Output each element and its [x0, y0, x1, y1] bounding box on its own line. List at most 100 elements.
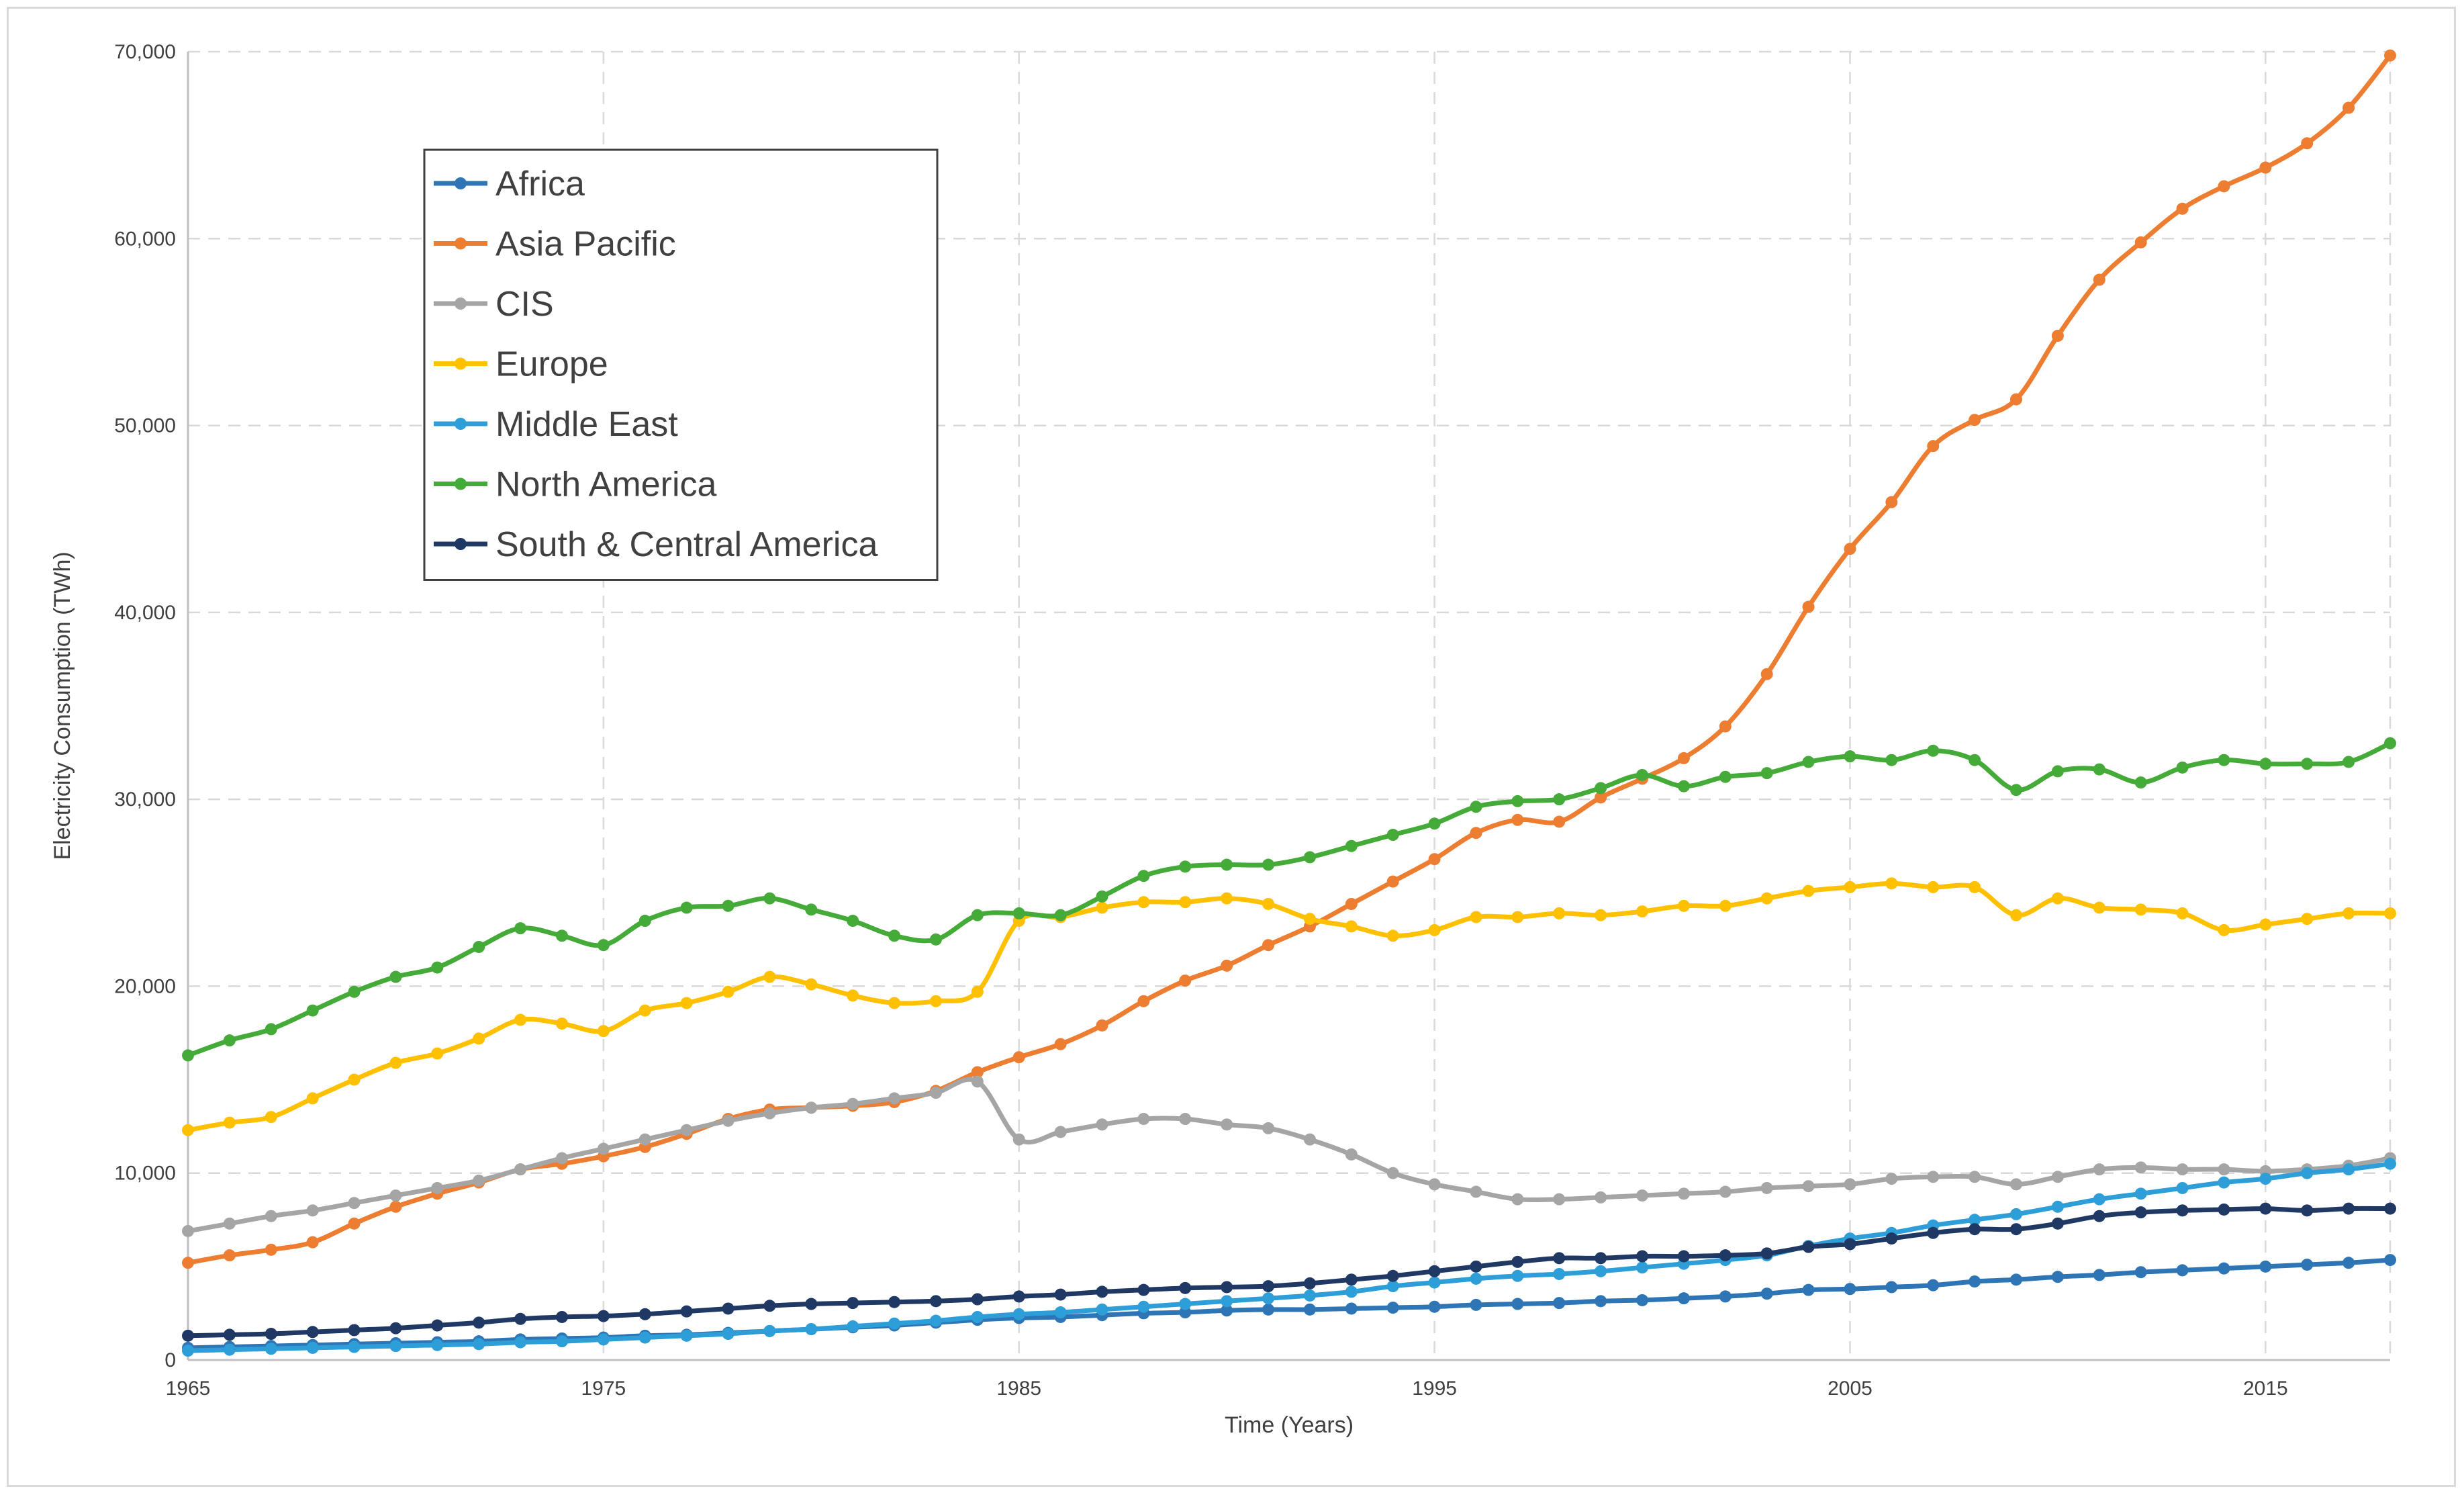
- data-point-south-central-america: [182, 1329, 194, 1342]
- data-point-africa: [1428, 1300, 1441, 1313]
- data-point-europe: [2384, 907, 2396, 919]
- legend-label-cis: CIS: [495, 285, 554, 324]
- data-point-asia-pacific: [1179, 975, 1192, 987]
- y-tick-label: 0: [164, 1349, 176, 1371]
- data-point-asia-pacific: [1096, 1019, 1108, 1032]
- data-point-north-america: [1137, 870, 1150, 882]
- data-point-asia-pacific: [2342, 101, 2355, 114]
- data-point-south-central-america: [1179, 1281, 1192, 1294]
- data-point-asia-pacific: [1012, 1051, 1025, 1064]
- data-point-africa: [1221, 1304, 1233, 1317]
- data-point-cis: [1553, 1193, 1566, 1206]
- data-point-north-america: [1054, 909, 1067, 921]
- series-europe: [182, 877, 2396, 1136]
- data-point-south-central-america: [1221, 1281, 1233, 1294]
- data-point-cis: [2051, 1171, 2064, 1183]
- data-point-asia-pacific: [971, 1066, 984, 1079]
- data-point-north-america: [1386, 829, 1399, 842]
- data-point-north-america: [1844, 750, 1856, 763]
- data-point-africa: [1511, 1298, 1524, 1310]
- data-point-north-america: [1553, 793, 1566, 806]
- data-point-africa: [2384, 1254, 2396, 1267]
- data-point-middle-east: [1303, 1289, 1316, 1302]
- data-point-north-america: [1470, 801, 1482, 813]
- data-point-north-america: [555, 930, 568, 942]
- data-point-cis: [1969, 1171, 1981, 1183]
- data-point-asia-pacific: [1969, 414, 1981, 426]
- data-point-middle-east: [514, 1336, 527, 1349]
- data-point-south-central-america: [1719, 1249, 1732, 1262]
- data-point-middle-east: [1470, 1272, 1482, 1285]
- data-point-africa: [1386, 1302, 1399, 1314]
- data-point-cis: [1885, 1173, 1898, 1185]
- data-point-europe: [1137, 896, 1150, 909]
- data-point-south-central-america: [763, 1300, 776, 1312]
- data-point-africa: [2259, 1260, 2272, 1273]
- data-point-north-america: [1885, 754, 1898, 766]
- data-point-middle-east: [473, 1338, 485, 1351]
- data-point-cis: [1428, 1178, 1441, 1191]
- data-point-europe: [971, 985, 984, 998]
- data-point-africa: [2218, 1262, 2230, 1275]
- data-point-cis: [929, 1087, 942, 1099]
- data-point-cis: [1802, 1180, 1815, 1193]
- data-point-middle-east: [265, 1343, 277, 1355]
- data-point-south-central-america: [2051, 1217, 2064, 1230]
- data-point-europe: [1303, 913, 1316, 925]
- legend-label-asia-pacific: Asia Pacific: [495, 225, 676, 264]
- data-point-south-central-america: [847, 1297, 859, 1310]
- data-point-africa: [1719, 1290, 1732, 1303]
- data-point-north-america: [2134, 776, 2147, 789]
- data-point-europe: [1221, 892, 1233, 905]
- data-point-north-america: [1927, 744, 1940, 757]
- data-point-cis: [473, 1174, 485, 1187]
- data-point-asia-pacific: [2093, 273, 2105, 286]
- data-point-north-america: [597, 939, 610, 952]
- data-point-europe: [638, 1004, 651, 1017]
- x-axis-title: Time (Years): [1225, 1412, 1354, 1438]
- data-point-middle-east: [2176, 1181, 2189, 1194]
- data-point-asia-pacific: [1054, 1038, 1067, 1050]
- data-point-south-central-america: [1802, 1240, 1815, 1253]
- data-point-europe: [847, 989, 859, 1002]
- data-point-south-central-america: [2342, 1202, 2355, 1215]
- data-point-middle-east: [306, 1341, 319, 1354]
- data-point-north-america: [1303, 851, 1316, 864]
- data-point-north-america: [2010, 784, 2023, 797]
- data-point-south-central-america: [431, 1319, 444, 1332]
- data-point-europe: [597, 1025, 610, 1038]
- data-point-south-central-america: [1012, 1290, 1025, 1303]
- y-tick-label: 70,000: [114, 41, 176, 63]
- data-point-africa: [1969, 1275, 1981, 1288]
- y-axis-title: Electricity Consumption (TWh): [50, 551, 75, 860]
- data-point-europe: [1345, 920, 1358, 933]
- data-point-cis: [971, 1075, 984, 1088]
- data-point-north-america: [1179, 860, 1192, 873]
- data-point-asia-pacific: [2218, 180, 2230, 193]
- data-point-north-america: [265, 1023, 277, 1036]
- data-point-europe: [431, 1047, 444, 1060]
- data-point-north-america: [888, 930, 901, 942]
- data-point-middle-east: [1511, 1269, 1524, 1282]
- data-point-north-america: [971, 909, 984, 921]
- data-point-asia-pacific: [1470, 827, 1482, 840]
- data-point-cis: [1345, 1148, 1358, 1161]
- data-point-south-central-america: [2176, 1204, 2189, 1217]
- data-point-africa: [1802, 1283, 1815, 1296]
- data-point-south-central-america: [2134, 1206, 2147, 1219]
- data-point-south-central-america: [348, 1324, 361, 1337]
- data-point-europe: [1386, 930, 1399, 942]
- data-point-south-central-america: [2384, 1202, 2396, 1215]
- data-point-middle-east: [555, 1335, 568, 1348]
- data-point-europe: [1927, 880, 1940, 893]
- data-point-asia-pacific: [1137, 995, 1150, 1007]
- data-point-asia-pacific: [2051, 329, 2064, 342]
- data-point-middle-east: [1054, 1306, 1067, 1319]
- data-point-europe: [2010, 909, 2023, 921]
- data-point-north-america: [1802, 756, 1815, 768]
- x-tick-label: 1995: [1412, 1377, 1457, 1400]
- data-point-europe: [1636, 905, 1649, 918]
- data-point-middle-east: [348, 1341, 361, 1353]
- y-tick-label: 10,000: [114, 1163, 176, 1185]
